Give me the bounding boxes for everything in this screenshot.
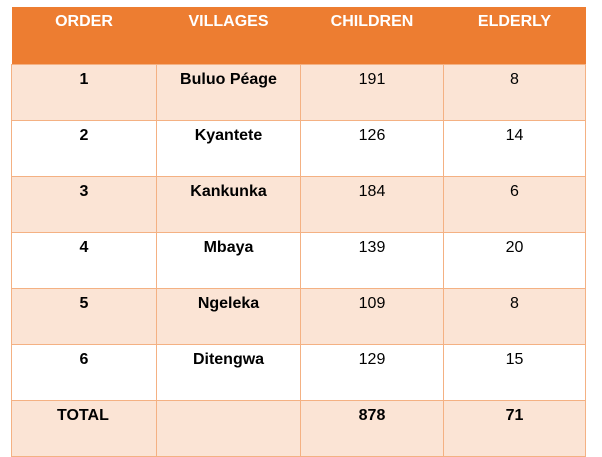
table-row: 2 Kyantete 126 14 (11, 120, 586, 177)
children-cell: 191 (300, 64, 444, 121)
order-cell: 2 (11, 120, 157, 177)
order-cell: 3 (11, 176, 157, 233)
order-cell: 1 (11, 64, 157, 121)
village-cell: Ditengwa (156, 344, 301, 401)
order-cell: 5 (11, 288, 157, 345)
header-children: CHILDREN (300, 7, 444, 65)
header-row: ORDER VILLAGES CHILDREN ELDERLY (11, 7, 586, 65)
total-row: TOTAL 878 71 (11, 400, 586, 457)
header-villages: VILLAGES (156, 7, 301, 65)
village-cell: Buluo Péage (156, 64, 301, 121)
village-cell: Ngeleka (156, 288, 301, 345)
table-row: 1 Buluo Péage 191 8 (11, 64, 586, 121)
elderly-cell: 20 (443, 232, 586, 289)
header-elderly: ELDERLY (443, 7, 586, 65)
village-cell: Kyantete (156, 120, 301, 177)
children-cell: 129 (300, 344, 444, 401)
table-row: 4 Mbaya 139 20 (11, 232, 586, 289)
village-cell: Mbaya (156, 232, 301, 289)
order-cell: 4 (11, 232, 157, 289)
village-cell: Kankunka (156, 176, 301, 233)
children-cell: 126 (300, 120, 444, 177)
table-row: 3 Kankunka 184 6 (11, 176, 586, 233)
total-children-cell: 878 (300, 400, 444, 457)
villages-table: ORDER VILLAGES CHILDREN ELDERLY 1 Buluo … (11, 7, 586, 457)
children-cell: 109 (300, 288, 444, 345)
elderly-cell: 14 (443, 120, 586, 177)
total-label: TOTAL (11, 400, 157, 457)
total-village-cell (156, 400, 301, 457)
elderly-cell: 8 (443, 288, 586, 345)
elderly-cell: 15 (443, 344, 586, 401)
elderly-cell: 8 (443, 64, 586, 121)
table-row: 6 Ditengwa 129 15 (11, 344, 586, 401)
children-cell: 139 (300, 232, 444, 289)
children-cell: 184 (300, 176, 444, 233)
table-row: 5 Ngeleka 109 8 (11, 288, 586, 345)
header-order: ORDER (11, 7, 157, 65)
total-elderly-cell: 71 (443, 400, 586, 457)
elderly-cell: 6 (443, 176, 586, 233)
order-cell: 6 (11, 344, 157, 401)
